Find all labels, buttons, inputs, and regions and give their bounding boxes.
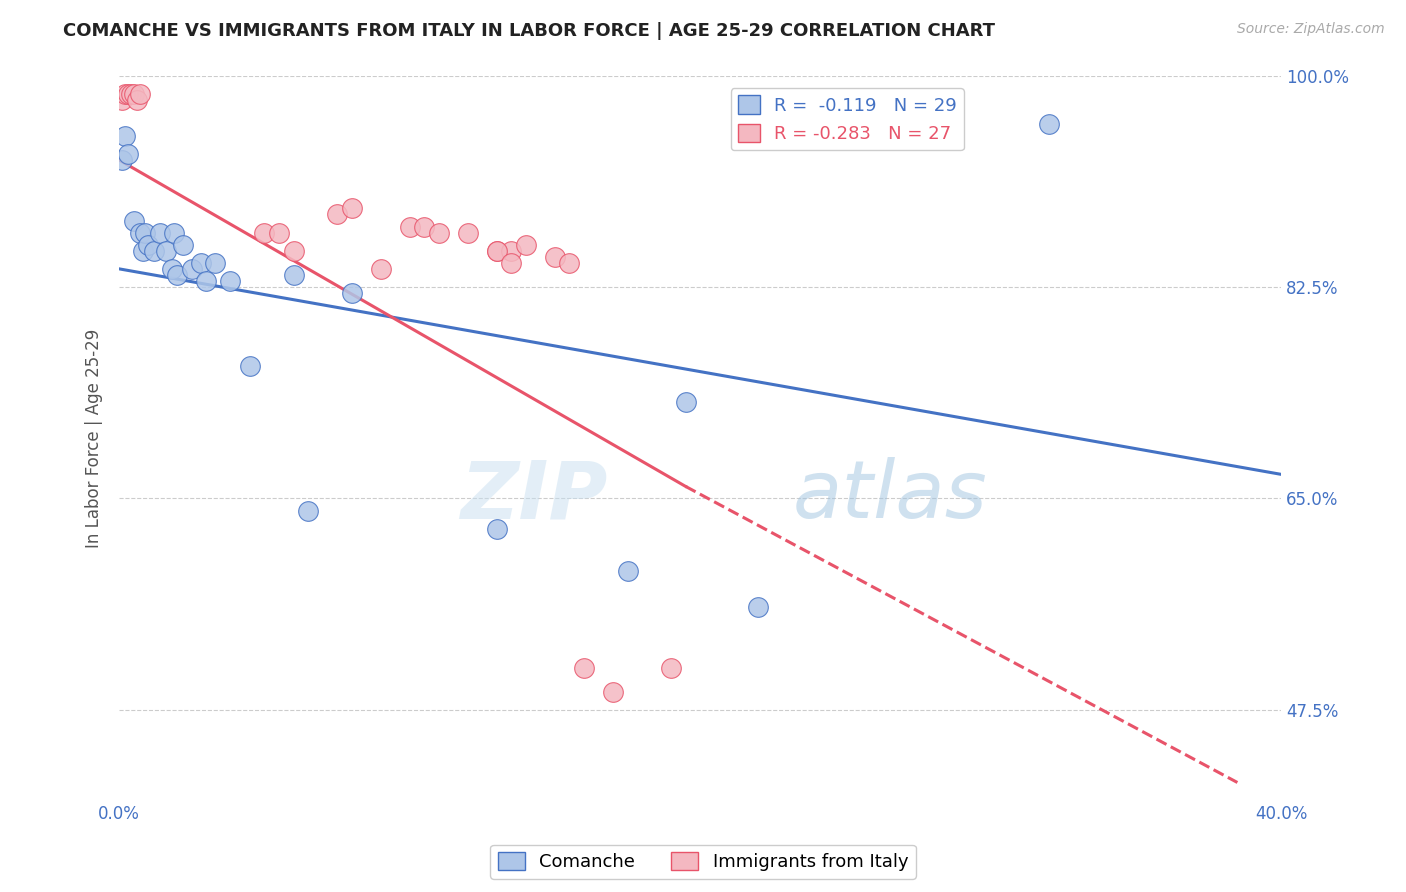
Point	[111, 153, 134, 168]
Point	[122, 213, 145, 227]
Point	[128, 87, 150, 101]
Point	[485, 244, 508, 258]
Point	[143, 244, 166, 258]
Point	[180, 261, 202, 276]
Y-axis label: In Labor Force | Age 25-29: In Labor Force | Age 25-29	[86, 328, 103, 548]
Point	[160, 261, 183, 276]
Text: COMANCHE VS IMMIGRANTS FROM ITALY IN LABOR FORCE | AGE 25-29 CORRELATION CHART: COMANCHE VS IMMIGRANTS FROM ITALY IN LAB…	[63, 22, 995, 40]
Point	[136, 237, 159, 252]
Legend: Comanche, Immigrants from Italy: Comanche, Immigrants from Italy	[491, 845, 915, 879]
Point	[413, 219, 436, 234]
Point	[117, 147, 139, 161]
Point	[427, 226, 450, 240]
Point	[297, 503, 319, 517]
Point	[572, 661, 595, 675]
Point	[485, 522, 508, 536]
Point	[204, 256, 226, 270]
Point	[485, 244, 508, 258]
Point	[131, 244, 153, 258]
Point	[1038, 117, 1060, 131]
Point	[340, 202, 363, 216]
Point	[114, 87, 136, 101]
Point	[111, 93, 134, 107]
Point	[370, 261, 392, 276]
Point	[125, 93, 148, 107]
Point	[283, 244, 305, 258]
Point	[166, 268, 188, 282]
Point	[501, 244, 523, 258]
Legend: R =  -0.119   N = 29, R = -0.283   N = 27: R = -0.119 N = 29, R = -0.283 N = 27	[731, 88, 965, 151]
Point	[195, 274, 218, 288]
Point	[114, 128, 136, 143]
Point	[155, 244, 177, 258]
Point	[122, 87, 145, 101]
Point	[602, 685, 624, 699]
Point	[267, 226, 290, 240]
Point	[134, 226, 156, 240]
Point	[616, 564, 638, 578]
Point	[120, 87, 142, 101]
Point	[172, 237, 194, 252]
Point	[515, 237, 537, 252]
Point	[398, 219, 420, 234]
Text: ZIP: ZIP	[460, 457, 607, 535]
Text: Source: ZipAtlas.com: Source: ZipAtlas.com	[1237, 22, 1385, 37]
Point	[457, 226, 479, 240]
Text: atlas: atlas	[793, 457, 988, 535]
Point	[239, 359, 262, 373]
Point	[326, 207, 349, 221]
Point	[747, 600, 769, 615]
Point	[218, 274, 240, 288]
Point	[340, 286, 363, 301]
Point	[163, 226, 186, 240]
Point	[558, 256, 581, 270]
Point	[128, 226, 150, 240]
Point	[659, 661, 682, 675]
Point	[149, 226, 172, 240]
Point	[190, 256, 212, 270]
Point	[283, 268, 305, 282]
Point	[501, 256, 523, 270]
Point	[117, 87, 139, 101]
Point	[253, 226, 276, 240]
Point	[675, 394, 697, 409]
Point	[544, 250, 567, 264]
